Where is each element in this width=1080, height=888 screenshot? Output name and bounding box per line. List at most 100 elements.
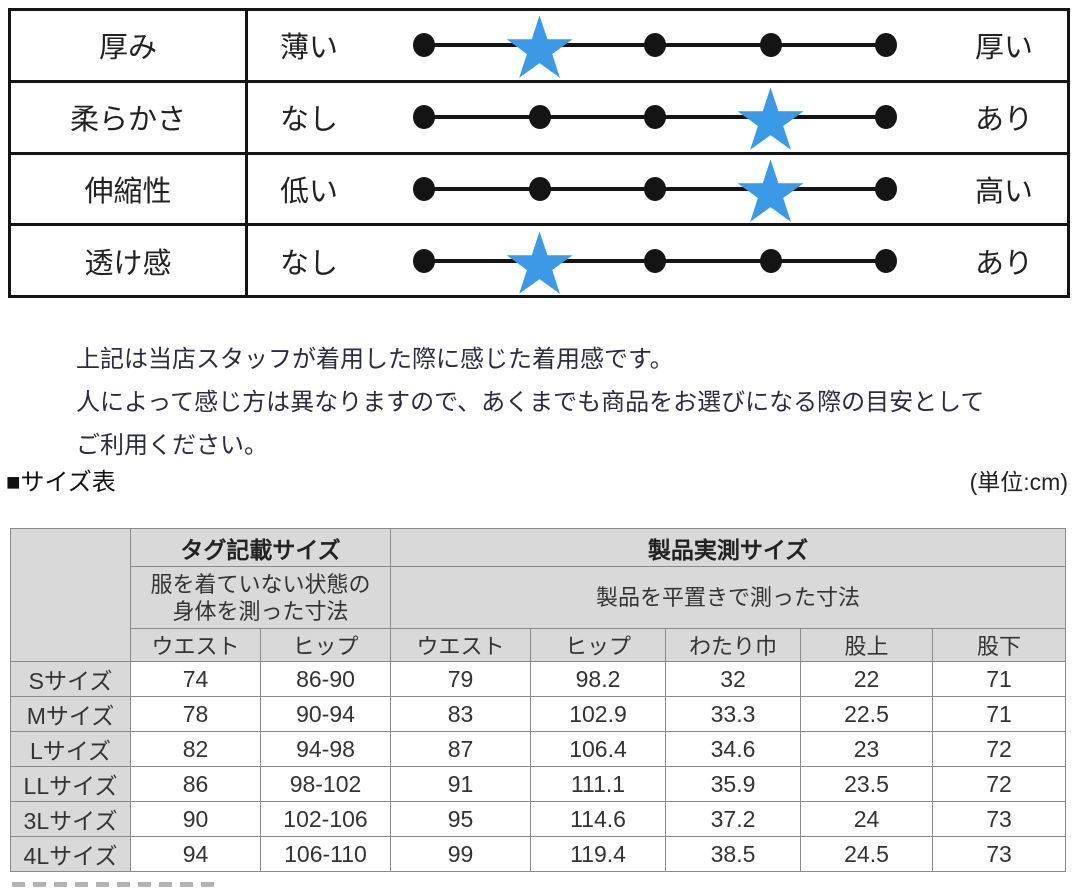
scale-dot-icon bbox=[644, 105, 666, 130]
size-row-label: LLサイズ bbox=[10, 766, 131, 802]
note-paragraph: 上記は当店スタッフが着用した際に感じた着用感です。 人によって感じ方は異なります… bbox=[76, 346, 984, 475]
cropped-text-fragment bbox=[12, 882, 222, 887]
scale-dot-icon bbox=[759, 248, 782, 273]
size-value-cell: 24 bbox=[800, 801, 933, 837]
size-value-cell: 23 bbox=[800, 731, 933, 767]
size-value-cell: 87 bbox=[390, 731, 531, 767]
feel-attribute-label: 柔らかさ bbox=[11, 82, 248, 152]
size-table-column-header: ウエスト bbox=[130, 628, 261, 662]
size-value-cell: 94-98 bbox=[260, 731, 391, 767]
rating-scale: ★ bbox=[413, 6, 897, 92]
size-value-cell: 37.2 bbox=[665, 801, 801, 837]
scale-dot-icon bbox=[875, 176, 897, 201]
scale-min-label: 薄い bbox=[280, 32, 339, 65]
note-line-2: 人によって感じ方は異なりますので、あくまでも商品をお選びになる際の目安として bbox=[76, 389, 985, 416]
size-section-header: ■サイズ表 (単位:cm) bbox=[6, 462, 1068, 497]
size-value-cell: 35.9 bbox=[665, 766, 801, 802]
size-value-cell: 72 bbox=[931, 731, 1067, 767]
rating-scale: ★ bbox=[413, 149, 897, 235]
size-value-cell: 71 bbox=[931, 696, 1067, 732]
size-table-row: Sサイズ 74 86-90 79 98.2 32 22 71 bbox=[10, 661, 1067, 697]
feel-attribute-label: 伸縮性 bbox=[11, 154, 248, 224]
size-value-cell: 106.4 bbox=[530, 731, 666, 767]
feel-scale-cell: 薄い ★ 厚い bbox=[248, 6, 1067, 92]
size-value-cell: 71 bbox=[931, 661, 1067, 697]
feel-scale-cell: なし ★ あり bbox=[248, 78, 1067, 164]
size-value-cell: 90 bbox=[130, 801, 261, 837]
size-table-row: 3Lサイズ 90 102-106 95 114.6 37.2 24 73 bbox=[10, 801, 1067, 837]
size-value-cell: 119.4 bbox=[530, 836, 666, 872]
feel-scale-cell: 低い ★ 高い bbox=[248, 149, 1067, 235]
feel-attribute-label: 透け感 bbox=[11, 226, 248, 295]
scale-min-label: 低い bbox=[280, 175, 339, 208]
size-value-cell: 78 bbox=[130, 696, 261, 732]
size-value-cell: 79 bbox=[390, 661, 531, 697]
star-rating-icon: ★ bbox=[731, 70, 810, 171]
size-value-cell: 24.5 bbox=[800, 836, 933, 872]
size-row-label: 4Lサイズ bbox=[10, 836, 131, 872]
feel-row: 厚み 薄い ★ 厚い bbox=[11, 6, 1067, 92]
scale-dot-icon bbox=[413, 176, 435, 201]
size-value-cell: 23.5 bbox=[800, 766, 933, 802]
size-table-column-header: ウエスト bbox=[390, 628, 531, 662]
scale-dot-icon bbox=[759, 33, 782, 58]
size-table-row: Lサイズ 82 94-98 87 106.4 34.6 23 72 bbox=[10, 731, 1067, 767]
size-value-cell: 22 bbox=[800, 661, 933, 697]
size-table-group-description: 製品を平置きで測った寸法 bbox=[389, 566, 1067, 629]
size-value-cell: 111.1 bbox=[530, 766, 666, 802]
scale-dot-icon bbox=[413, 33, 435, 58]
size-row-label: Mサイズ bbox=[10, 696, 131, 732]
scale-dot-icon bbox=[875, 33, 897, 58]
rating-scale: ★ bbox=[413, 78, 897, 164]
size-value-cell: 91 bbox=[390, 766, 531, 802]
size-table-column-header-row: ウエスト ヒップ ウエスト ヒップ わたり巾 股上 股下 bbox=[11, 628, 1067, 662]
star-rating-icon: ★ bbox=[500, 214, 579, 315]
size-value-cell: 95 bbox=[390, 801, 531, 837]
scale-dot-icon bbox=[644, 176, 666, 201]
size-value-cell: 114.6 bbox=[530, 801, 666, 837]
size-value-cell: 86-90 bbox=[260, 661, 391, 697]
star-rating-icon: ★ bbox=[500, 0, 579, 99]
size-value-cell: 82 bbox=[130, 731, 261, 767]
scale-max-label: 厚い bbox=[974, 32, 1033, 65]
size-value-cell: 98.2 bbox=[530, 661, 666, 697]
scale-max-label: あり bbox=[974, 247, 1033, 280]
rating-scale: ★ bbox=[413, 221, 897, 307]
scale-dot-icon bbox=[644, 33, 666, 58]
scale-max-label: 高い bbox=[974, 175, 1033, 208]
size-table-group-description-row: 服を着ていない状態の 身体を測った寸法 製品を平置きで測った寸法 bbox=[11, 566, 1067, 629]
note-line-3: ご利用ください。 bbox=[76, 432, 268, 459]
size-table-row: Mサイズ 78 90-94 83 102.9 33.3 22.5 71 bbox=[10, 696, 1067, 732]
size-value-cell: 73 bbox=[931, 801, 1067, 837]
size-value-cell: 38.5 bbox=[665, 836, 801, 872]
scale-dot-icon bbox=[875, 105, 897, 130]
size-table: タグ記載サイズ 製品実測サイズ 服を着ていない状態の 身体を測った寸法 製品を平置きで測… bbox=[10, 528, 1067, 872]
scale-dot-icon bbox=[875, 248, 897, 273]
scale-dot-icon bbox=[413, 105, 435, 130]
size-table-column-header: ヒップ bbox=[260, 628, 391, 662]
size-table-row: LLサイズ 86 98-102 91 111.1 35.9 23.5 72 bbox=[10, 766, 1067, 802]
scale-min-label: なし bbox=[280, 247, 339, 280]
size-value-cell: 98-102 bbox=[260, 766, 391, 802]
size-table-group-header: タグ記載サイズ bbox=[130, 528, 391, 567]
size-table-title: ■サイズ表 bbox=[6, 469, 116, 496]
scale-dot-icon bbox=[413, 248, 435, 273]
scale-dot-icon bbox=[528, 176, 551, 201]
size-table-group-header-row: タグ記載サイズ 製品実測サイズ bbox=[10, 528, 1067, 662]
size-table-column-header: 股下 bbox=[931, 628, 1067, 662]
size-table-column-header: 股上 bbox=[800, 628, 933, 662]
size-value-cell: 99 bbox=[390, 836, 531, 872]
size-value-cell: 94 bbox=[130, 836, 261, 872]
size-value-cell: 34.6 bbox=[665, 731, 801, 767]
scale-max-label: あり bbox=[974, 104, 1033, 137]
size-row-label: 3Lサイズ bbox=[10, 801, 131, 837]
size-table-group-description: 服を着ていない状態の 身体を測った寸法 bbox=[130, 566, 391, 629]
size-row-label: Sサイズ bbox=[10, 661, 131, 697]
feel-row: 柔らかさ なし ★ あり bbox=[11, 78, 1067, 164]
note-line-1: 上記は当店スタッフが着用した際に感じた着用感です。 bbox=[76, 346, 674, 373]
size-row-label: Lサイズ bbox=[10, 731, 131, 767]
size-unit-label: (単位:cm) bbox=[969, 469, 1068, 495]
scale-dot-icon bbox=[644, 248, 666, 273]
size-table-column-header: ヒップ bbox=[530, 628, 666, 662]
